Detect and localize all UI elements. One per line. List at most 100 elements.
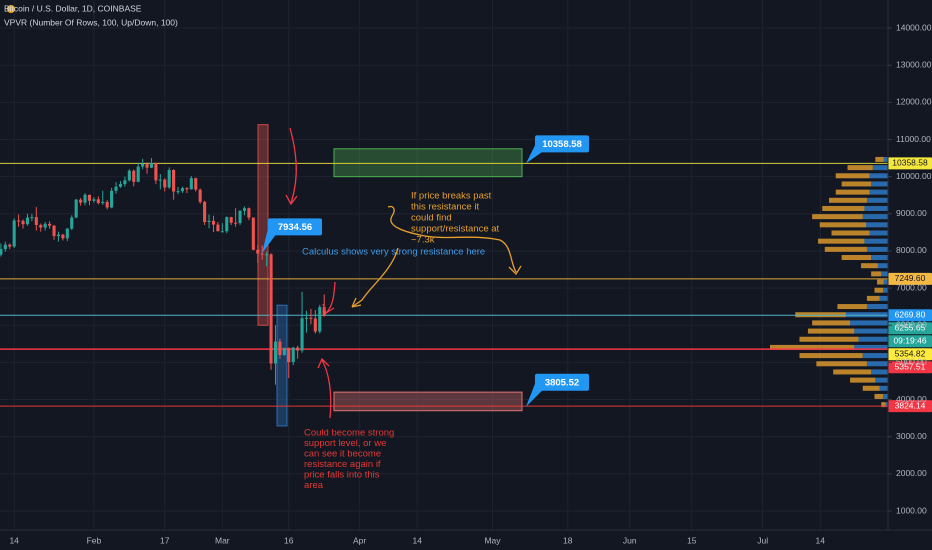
note-red: Could become strong bbox=[304, 428, 394, 439]
candle-body bbox=[145, 163, 149, 168]
price-tag-label: 10358.58 bbox=[892, 158, 928, 168]
candle-body bbox=[282, 347, 286, 355]
note-red: resistance again if bbox=[304, 459, 381, 470]
x-tick-label: Feb bbox=[87, 535, 102, 545]
volume-down bbox=[824, 246, 867, 252]
volume-up bbox=[869, 173, 888, 179]
price-tag-label: 3824.14 bbox=[895, 400, 926, 410]
candle-body bbox=[96, 199, 100, 204]
chart-title: Bitcoin / U.S. Dollar, 1D, COINBASE bbox=[4, 3, 142, 13]
candle-body bbox=[25, 217, 30, 225]
candle-body bbox=[207, 220, 211, 222]
note-red: area bbox=[304, 480, 324, 491]
candle-body bbox=[216, 224, 220, 232]
candle-body bbox=[300, 318, 304, 351]
candle-body bbox=[220, 231, 224, 233]
candle-body bbox=[12, 220, 16, 247]
volume-up bbox=[864, 205, 888, 211]
volume-down bbox=[862, 385, 880, 391]
candle-body bbox=[87, 194, 92, 201]
candle-body bbox=[132, 170, 136, 182]
candle-body bbox=[136, 166, 140, 182]
candle-body bbox=[172, 169, 176, 192]
price-tag bbox=[888, 157, 932, 170]
candle-body bbox=[278, 341, 282, 355]
red-arrow bbox=[317, 357, 332, 419]
candle-body bbox=[39, 224, 43, 228]
volume-down bbox=[850, 377, 876, 383]
y-tick-label: 12000.00 bbox=[896, 97, 932, 107]
x-tick-label: 14 bbox=[412, 535, 422, 545]
y-tick-label: 5000.00 bbox=[896, 357, 927, 367]
candle-body bbox=[238, 210, 242, 224]
candle-body bbox=[118, 184, 123, 187]
candle-body bbox=[52, 225, 56, 237]
callout-box bbox=[268, 218, 322, 236]
candle-body bbox=[141, 163, 145, 167]
candles bbox=[0, 158, 326, 385]
price-tag-label: 6269.80 bbox=[895, 309, 926, 319]
volume-down bbox=[875, 156, 884, 162]
y-tick-label: 14000.00 bbox=[896, 22, 932, 32]
y-tick-label: 10000.00 bbox=[896, 171, 932, 181]
candle-body bbox=[110, 190, 114, 208]
candle-body bbox=[287, 347, 291, 363]
callout-label: 3805.52 bbox=[545, 377, 579, 388]
y-tick-label: 1000.00 bbox=[896, 505, 927, 515]
price-tag bbox=[888, 400, 932, 413]
highlight bbox=[276, 304, 288, 427]
x-tick-label: 14 bbox=[9, 535, 19, 545]
volume-up bbox=[862, 214, 888, 220]
volume-down bbox=[770, 344, 855, 350]
candle-body bbox=[92, 199, 96, 201]
candle-body bbox=[101, 201, 105, 204]
candle-body bbox=[291, 347, 295, 363]
candle-body bbox=[251, 217, 255, 250]
price-tag-label: 7249.60 bbox=[895, 273, 926, 283]
volume-down bbox=[835, 189, 870, 195]
price-tag-label: 6255.65 bbox=[895, 322, 926, 332]
y-tick-label: 2000.00 bbox=[896, 468, 927, 478]
candle-body bbox=[318, 307, 322, 332]
zone bbox=[333, 391, 523, 412]
candle-body bbox=[21, 220, 25, 225]
volume-down bbox=[819, 222, 867, 228]
drawings bbox=[0, 124, 888, 427]
volume-down bbox=[841, 255, 872, 261]
volume-down bbox=[829, 197, 867, 203]
volume-up bbox=[845, 312, 888, 318]
volume-up bbox=[866, 304, 888, 310]
orange-arrow bbox=[351, 247, 399, 308]
y-tick-label: 6000.00 bbox=[896, 320, 927, 330]
indicator-label: VPVR (Number Of Rows, 100, Up/Down, 100) bbox=[4, 17, 178, 27]
grid bbox=[0, 0, 888, 530]
red-arrow bbox=[285, 127, 298, 206]
note-red: price falls into this bbox=[304, 470, 380, 481]
candle-body bbox=[158, 179, 162, 181]
note-orange: support/resistance at bbox=[411, 224, 500, 235]
volume-up bbox=[854, 328, 888, 334]
candle-body bbox=[30, 217, 34, 219]
volume-up bbox=[869, 189, 888, 195]
price-tag-label: 5357.51 bbox=[895, 361, 926, 371]
volume-up bbox=[866, 246, 888, 252]
volume-down bbox=[835, 173, 870, 179]
price-tag bbox=[888, 335, 932, 348]
note-red: can see it become bbox=[304, 449, 381, 460]
callout-box bbox=[535, 135, 589, 153]
volume-down bbox=[812, 214, 863, 220]
candle-body bbox=[247, 208, 251, 218]
callout-box bbox=[535, 373, 589, 391]
note-orange: this resistance it bbox=[411, 202, 479, 213]
volume-up bbox=[877, 263, 888, 269]
volume-up bbox=[862, 353, 888, 359]
note-orange: could find bbox=[411, 213, 452, 224]
volume-down bbox=[874, 393, 883, 399]
candle-body bbox=[17, 220, 21, 222]
candle-body bbox=[313, 318, 317, 332]
candle-body bbox=[167, 169, 171, 188]
candle-body bbox=[123, 180, 127, 185]
